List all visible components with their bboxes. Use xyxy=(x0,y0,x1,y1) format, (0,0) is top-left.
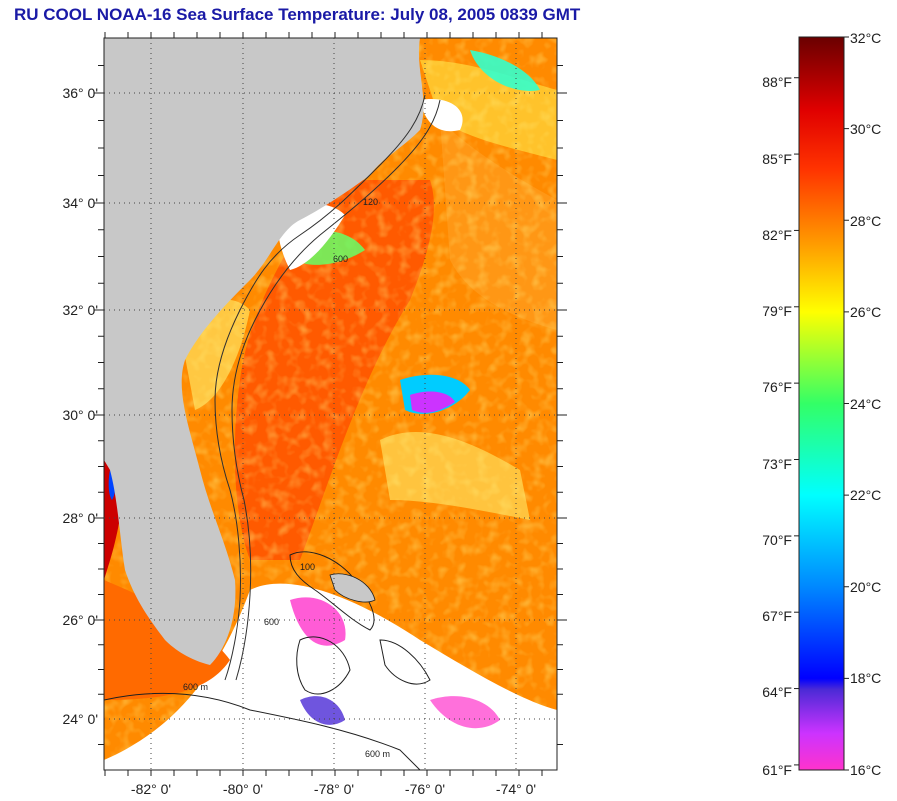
cuba-outline xyxy=(104,692,421,770)
map-title: RU COOL NOAA-16 Sea Surface Temperature:… xyxy=(14,5,581,24)
bathy-label-3: 100 xyxy=(300,562,315,572)
cbar-c-30: 30°C xyxy=(850,121,881,137)
sst-imagery xyxy=(104,38,557,770)
cbar-f-61: 61°F xyxy=(762,762,792,778)
cbar-c-24: 24°C xyxy=(850,396,881,412)
colorbar-ticks xyxy=(794,36,849,771)
latitude-labels: 36° 0' 34° 0' 32° 0' 30° 0' 28° 0' 26° 0… xyxy=(62,85,98,727)
lon-label-78: -78° 0' xyxy=(314,781,354,797)
cbar-f-73: 73°F xyxy=(762,456,792,472)
bathy-label-5: 600 xyxy=(264,617,279,627)
contour-120m xyxy=(214,94,426,681)
colorbar: 88°F 85°F 82°F 79°F 76°F 73°F 70°F 67°F … xyxy=(762,30,881,778)
contour-600m xyxy=(231,99,441,681)
bahamas-bank-outline-2 xyxy=(296,636,351,695)
axis-ticks xyxy=(94,32,567,776)
lat-label-26: 26° 0' xyxy=(62,612,98,628)
cloud-south xyxy=(104,583,557,770)
magenta-patch-bahamas xyxy=(290,597,346,646)
magenta-patch-mid xyxy=(410,391,455,413)
cbar-f-67: 67°F xyxy=(762,608,792,624)
lon-label-76: -76° 0' xyxy=(405,781,445,797)
lon-label-80: -80° 0' xyxy=(223,781,263,797)
cbar-c-20: 20°C xyxy=(850,579,881,595)
cbar-f-88: 88°F xyxy=(762,74,792,90)
lat-label-30: 30° 0' xyxy=(62,407,98,423)
bathy-label-6: 600 m xyxy=(365,749,390,759)
bathy-label-1: 120 xyxy=(363,197,378,207)
cyan-patch-north xyxy=(470,50,540,91)
lat-label-36: 36° 0' xyxy=(62,85,98,101)
cbar-f-64: 64°F xyxy=(762,684,792,700)
bahamas-bank-outline-1 xyxy=(289,551,375,631)
colorbar-gradient xyxy=(798,36,845,771)
cbar-c-32: 32°C xyxy=(850,30,881,46)
magenta-patch-south xyxy=(430,696,500,729)
lat-label-28: 28° 0' xyxy=(62,510,98,526)
lon-label-74: -74° 0' xyxy=(496,781,536,797)
cbar-c-28: 28°C xyxy=(850,213,881,229)
land-us-southeast xyxy=(104,38,424,665)
bahamas-bank-outline-3 xyxy=(379,639,431,685)
bathy-label-4: 600 m xyxy=(183,682,208,692)
cbar-f-85: 85°F xyxy=(762,151,792,167)
lat-label-32: 32° 0' xyxy=(62,302,98,318)
cbar-f-70: 70°F xyxy=(762,532,792,548)
lat-label-34: 34° 0' xyxy=(62,195,98,211)
cbar-f-79: 79°F xyxy=(762,303,792,319)
cbar-c-16: 16°C xyxy=(850,762,881,778)
cbar-c-22: 22°C xyxy=(850,487,881,503)
map-frame xyxy=(103,37,558,771)
bathy-label-2: 600 xyxy=(333,254,348,264)
graticule xyxy=(104,38,557,770)
lon-label-82: -82° 0' xyxy=(131,781,171,797)
lat-label-24: 24° 0' xyxy=(62,711,98,727)
longitude-labels: -82° 0' -80° 0' -78° 0' -76° 0' -74° 0' xyxy=(131,781,536,797)
cloud-2 xyxy=(420,99,463,132)
cbar-f-76: 76°F xyxy=(762,379,792,395)
cbar-c-26: 26°C xyxy=(850,304,881,320)
cbar-c-18: 18°C xyxy=(850,670,881,686)
bahamas-island-1 xyxy=(329,573,376,603)
cbar-f-82: 82°F xyxy=(762,227,792,243)
bathymetry-labels: 120 600 100 600 m 600 600 m xyxy=(183,197,390,759)
